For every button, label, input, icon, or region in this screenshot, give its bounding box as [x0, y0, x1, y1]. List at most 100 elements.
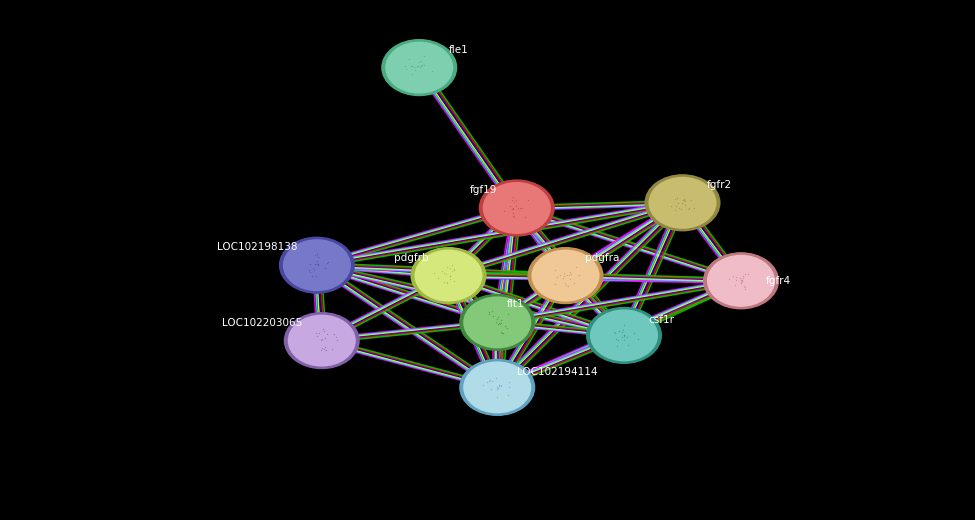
Point	[493, 328, 509, 336]
Point	[442, 272, 457, 280]
Point	[442, 272, 457, 280]
Point	[508, 196, 524, 204]
Point	[676, 196, 691, 204]
Point	[561, 282, 576, 290]
Point	[506, 198, 522, 206]
Point	[505, 212, 521, 220]
Point	[735, 272, 751, 280]
Point	[410, 58, 426, 66]
Ellipse shape	[279, 237, 355, 294]
Point	[733, 278, 749, 287]
Point	[663, 202, 679, 211]
Point	[567, 263, 583, 271]
Point	[562, 268, 577, 277]
Point	[444, 267, 459, 276]
Point	[631, 334, 646, 343]
Point	[733, 277, 749, 285]
Point	[314, 346, 330, 354]
Point	[678, 200, 693, 209]
Ellipse shape	[703, 252, 779, 309]
Point	[304, 272, 320, 281]
Point	[409, 62, 424, 70]
Point	[669, 194, 684, 202]
Point	[520, 196, 535, 204]
Point	[491, 381, 507, 389]
Point	[667, 206, 682, 214]
Point	[610, 335, 626, 344]
Point	[476, 381, 491, 389]
Point	[501, 383, 517, 392]
Ellipse shape	[381, 39, 457, 96]
Point	[309, 259, 325, 268]
Point	[562, 270, 577, 279]
Point	[490, 313, 506, 321]
Point	[737, 270, 753, 279]
Text: fgfr2: fgfr2	[707, 180, 732, 190]
Point	[501, 378, 517, 386]
Ellipse shape	[644, 174, 721, 231]
Point	[416, 52, 432, 60]
Point	[497, 322, 513, 331]
Point	[490, 320, 506, 329]
Point	[493, 316, 509, 324]
Point	[505, 205, 521, 214]
Point	[501, 391, 517, 399]
Text: fgfr4: fgfr4	[765, 276, 791, 286]
Ellipse shape	[479, 179, 555, 237]
Point	[318, 342, 333, 350]
Point	[734, 276, 750, 284]
Point	[311, 329, 327, 337]
Point	[447, 266, 462, 274]
Point	[675, 198, 690, 206]
Point	[310, 260, 326, 268]
Point	[558, 278, 573, 287]
Point	[564, 270, 579, 278]
Point	[504, 205, 520, 214]
Point	[315, 325, 331, 333]
Point	[435, 267, 450, 275]
Ellipse shape	[462, 295, 532, 349]
Point	[430, 274, 446, 282]
Point	[404, 62, 419, 70]
Point	[614, 328, 630, 336]
Point	[325, 345, 340, 354]
Point	[327, 330, 342, 338]
Point	[510, 203, 526, 212]
Point	[674, 205, 689, 214]
Point	[667, 195, 682, 203]
Point	[308, 272, 324, 280]
Point	[609, 342, 625, 350]
Text: LOC102198138: LOC102198138	[216, 242, 297, 252]
Point	[488, 374, 504, 382]
Text: flt1: flt1	[507, 300, 525, 309]
Point	[317, 333, 332, 342]
Point	[560, 271, 575, 280]
Point	[616, 331, 632, 340]
Ellipse shape	[706, 254, 776, 308]
Text: fle1: fle1	[448, 45, 468, 55]
Ellipse shape	[527, 247, 604, 304]
Point	[558, 281, 573, 290]
Point	[302, 268, 318, 276]
Text: pdgfra: pdgfra	[585, 253, 619, 263]
Point	[620, 341, 636, 349]
Point	[607, 329, 623, 337]
Ellipse shape	[384, 41, 454, 95]
Point	[483, 375, 498, 384]
Point	[499, 324, 515, 332]
Point	[410, 62, 426, 70]
Point	[318, 345, 333, 354]
Point	[329, 333, 344, 342]
Point	[307, 259, 323, 268]
Point	[319, 330, 334, 339]
Point	[676, 196, 691, 204]
Point	[489, 384, 505, 392]
Point	[440, 279, 455, 287]
Point	[503, 202, 519, 210]
Text: LOC102203065: LOC102203065	[222, 318, 302, 328]
Point	[606, 328, 622, 336]
Point	[482, 308, 497, 317]
Point	[557, 268, 572, 277]
Point	[496, 206, 512, 215]
Point	[438, 270, 453, 278]
